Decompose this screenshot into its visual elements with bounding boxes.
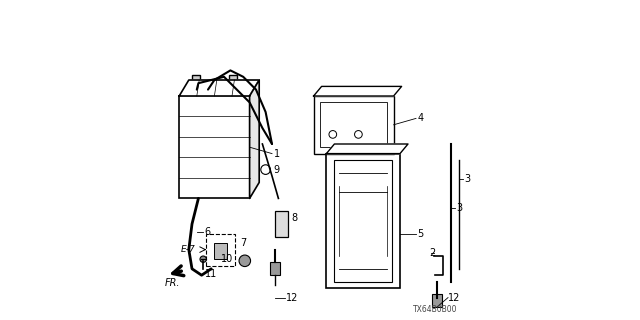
Text: 12: 12 [287, 292, 299, 303]
Circle shape [200, 256, 206, 262]
Bar [326, 154, 400, 288]
Bar [334, 160, 392, 282]
Bar [432, 294, 442, 307]
Text: 7: 7 [240, 238, 246, 248]
Text: 9: 9 [274, 164, 280, 175]
Bar [193, 83, 199, 90]
Text: 3: 3 [456, 203, 462, 213]
Text: 2: 2 [429, 248, 435, 258]
Bar [270, 262, 280, 275]
Bar [229, 75, 237, 83]
Polygon shape [326, 144, 408, 154]
Polygon shape [314, 86, 402, 96]
Text: 8: 8 [291, 212, 298, 223]
Text: 6: 6 [205, 227, 211, 237]
Polygon shape [179, 80, 259, 96]
Text: 10: 10 [221, 254, 234, 264]
Text: 4: 4 [417, 113, 424, 124]
Bar [230, 83, 236, 90]
Bar [192, 75, 200, 83]
Text: 5: 5 [418, 229, 424, 239]
Bar [206, 234, 236, 266]
Text: 3: 3 [464, 174, 470, 184]
Text: 1: 1 [274, 148, 280, 159]
Bar [320, 102, 387, 147]
Text: E-7: E-7 [180, 245, 195, 254]
Circle shape [239, 255, 251, 267]
Text: FR.: FR. [165, 278, 180, 288]
Polygon shape [250, 80, 259, 198]
Text: 12: 12 [448, 292, 460, 303]
Text: 11: 11 [205, 268, 217, 279]
Bar [214, 243, 227, 259]
Bar [179, 96, 250, 198]
Bar [314, 96, 394, 154]
Text: TX64B0B00: TX64B0B00 [413, 305, 458, 314]
Bar [275, 211, 288, 237]
